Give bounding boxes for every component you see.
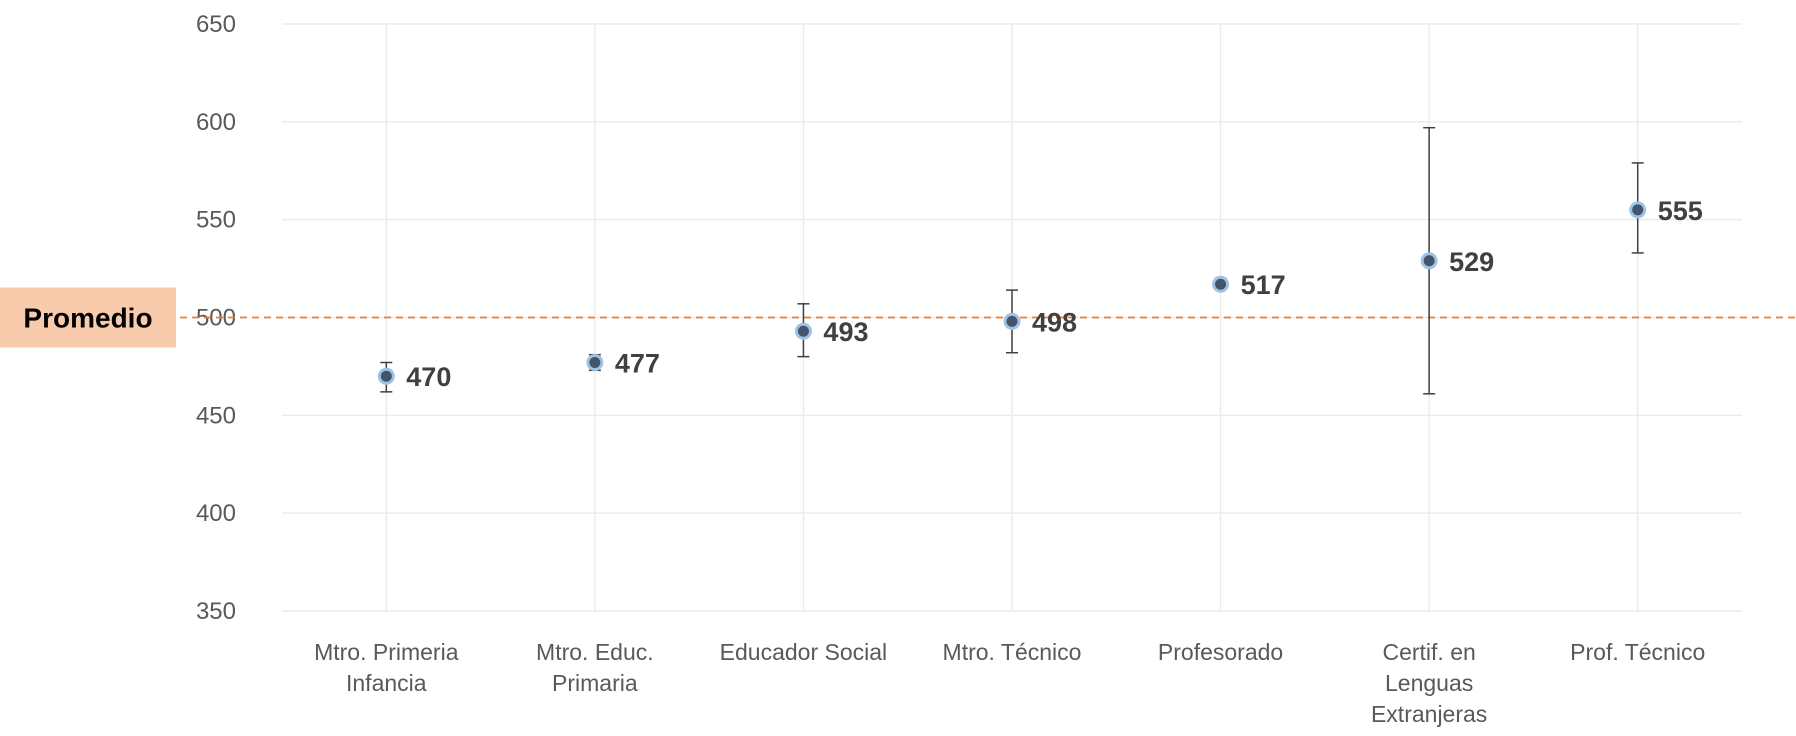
x-category-label: Educador Social xyxy=(720,639,888,665)
data-point xyxy=(1629,201,1647,219)
data-points xyxy=(377,201,1647,385)
data-point xyxy=(1212,275,1230,293)
x-category-label: Mtro. Técnico xyxy=(943,639,1082,665)
y-tick-label: 450 xyxy=(196,402,236,429)
y-tick-label: 600 xyxy=(196,109,236,136)
data-labels: 470 477 493 498 517 529 555 xyxy=(406,196,1702,392)
y-tick-label: 400 xyxy=(196,500,236,527)
data-label: 470 xyxy=(406,362,451,392)
x-category-label-line: Profesorado xyxy=(1158,639,1283,665)
x-axis-category-labels: Mtro. Primeria Infancia Mtro. Educ. Primari… xyxy=(314,639,1705,727)
x-category-label: Profesorado xyxy=(1158,639,1283,665)
data-label: 517 xyxy=(1241,270,1286,300)
x-category-label-line: Educador Social xyxy=(720,639,888,665)
x-category-label-line: Primaria xyxy=(552,670,638,696)
x-category-label-line: Mtro. Técnico xyxy=(943,639,1082,665)
x-category-label-line: Infancia xyxy=(346,670,427,696)
y-tick-label: 650 xyxy=(196,11,236,38)
data-label: 529 xyxy=(1449,247,1494,277)
x-category-label-line: Prof. Técnico xyxy=(1570,639,1705,665)
data-point xyxy=(1420,252,1438,270)
y-tick-label: 550 xyxy=(196,207,236,234)
x-category-label: Mtro. Educ. Primaria xyxy=(536,639,654,696)
x-category-label: Certif. en Lenguas Extranjeras xyxy=(1371,639,1487,727)
y-tick-label: 350 xyxy=(196,598,236,625)
data-label: 498 xyxy=(1032,307,1077,337)
x-category-label: Mtro. Primeria Infancia xyxy=(314,639,459,696)
x-category-label-line: Lenguas xyxy=(1385,670,1473,696)
data-label: 493 xyxy=(823,317,868,347)
data-point xyxy=(586,354,604,372)
data-label: 477 xyxy=(615,349,660,379)
data-label: 555 xyxy=(1658,196,1703,226)
data-point xyxy=(1003,312,1021,330)
x-category-label-line: Certif. en xyxy=(1382,639,1475,665)
x-category-label-line: Extranjeras xyxy=(1371,701,1487,727)
reference-label: Promedio xyxy=(23,303,152,334)
x-category-label-line: Mtro. Primeria xyxy=(314,639,459,665)
data-point xyxy=(794,322,812,340)
reference-line-group: Promedio xyxy=(0,287,1796,348)
data-point xyxy=(377,367,395,385)
x-category-label: Prof. Técnico xyxy=(1570,639,1705,665)
reference-label-background xyxy=(0,287,176,348)
x-category-label-line: Mtro. Educ. xyxy=(536,639,654,665)
